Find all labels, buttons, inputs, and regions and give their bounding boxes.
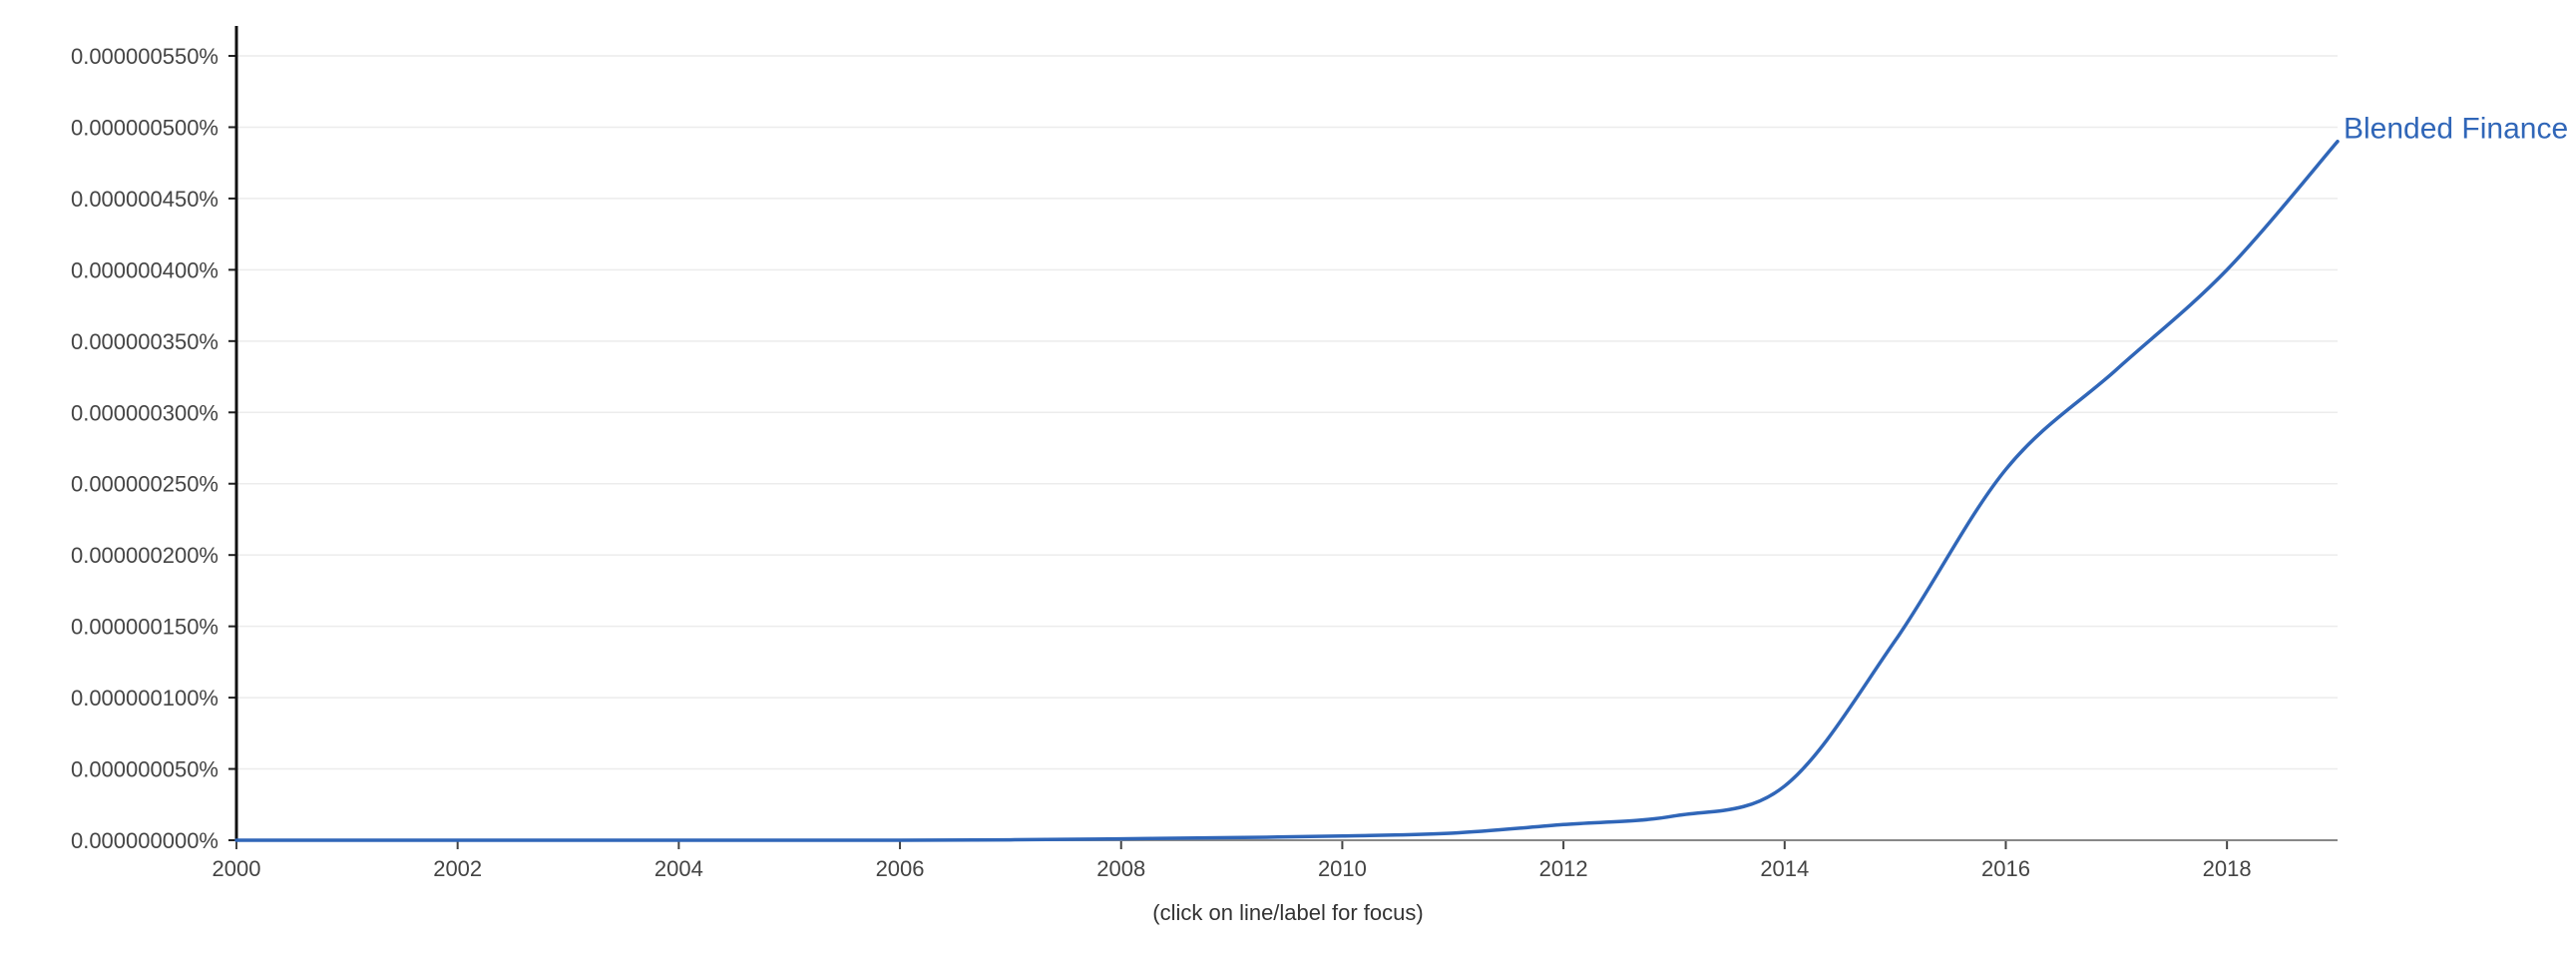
y-tick-label: 0.000000500% — [71, 115, 218, 140]
x-tick-label: 2018 — [2203, 856, 2252, 881]
y-tick-label: 0.000000200% — [71, 543, 218, 568]
series-label[interactable]: Blended Finance — [2344, 113, 2568, 146]
y-tick-label: 0.000000400% — [71, 257, 218, 282]
y-tick-label: 0.000000300% — [71, 400, 218, 425]
x-tick-label: 2002 — [433, 856, 482, 881]
series-group[interactable]: Blended Finance — [234, 113, 2568, 842]
x-tick-label: 2014 — [1760, 856, 1809, 881]
y-tick-label: 0.000000000% — [71, 828, 218, 853]
x-tick-label: 2012 — [1539, 856, 1588, 881]
x-tick-label: 2010 — [1318, 856, 1367, 881]
x-tick-label: 2016 — [1981, 856, 2030, 881]
x-tick-label: 2008 — [1096, 856, 1145, 881]
y-tick-label: 0.000000450% — [71, 187, 218, 212]
y-tick-label: 0.000000100% — [71, 686, 218, 711]
y-tick-label: 0.000000050% — [71, 757, 218, 782]
focus-hint: (click on line/label for focus) — [1152, 900, 1424, 925]
x-tick-label: 2000 — [213, 856, 261, 881]
x-tick-label: 2004 — [654, 856, 703, 881]
y-tick-label: 0.000000550% — [71, 44, 218, 69]
x-tick-label: 2006 — [876, 856, 925, 881]
gridlines — [236, 55, 2338, 770]
y-axis-ticks: 0.000000000% 0.000000050% 0.000000100% 0.00… — [71, 44, 236, 853]
x-axis-ticks: 2000 2002 2004 2006 2008 2010 2012 2014 2016 2018 — [213, 840, 2252, 881]
y-tick-label: 0.000000250% — [71, 472, 218, 497]
series-line[interactable] — [234, 140, 2340, 842]
y-tick-label: 0.000000150% — [71, 615, 218, 640]
y-tick-label: 0.000000350% — [71, 329, 218, 354]
